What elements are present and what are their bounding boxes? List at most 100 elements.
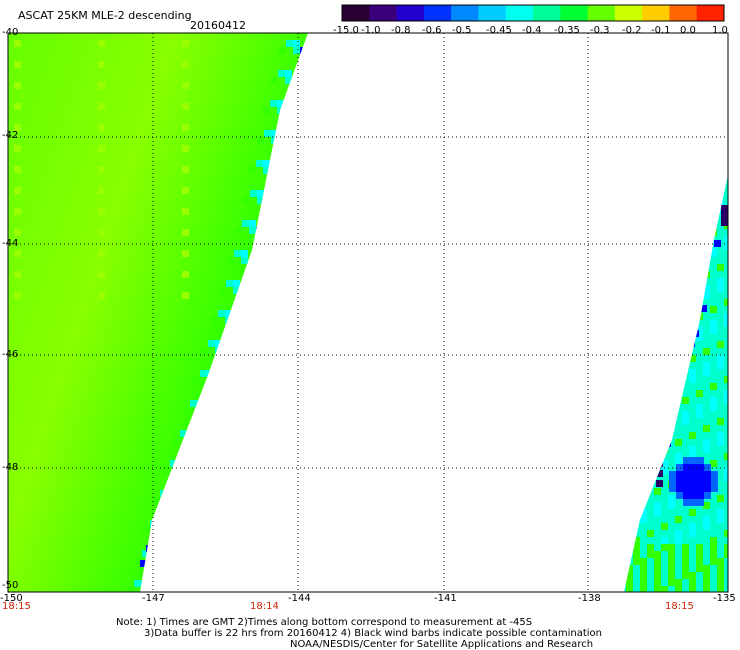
wind-cell — [724, 306, 728, 313]
wind-cell — [703, 250, 710, 257]
wind-cell — [640, 278, 647, 285]
wind-cell — [661, 418, 668, 425]
wind-cell — [717, 544, 724, 551]
wind-cell — [683, 471, 690, 478]
wind-cell — [654, 208, 661, 215]
wind-cell — [640, 376, 647, 383]
wind-cell — [696, 383, 703, 390]
wind-cell — [668, 516, 675, 523]
wind-cell — [647, 320, 654, 327]
wind-cell — [675, 285, 682, 292]
wind-cell — [626, 558, 633, 565]
colorbar-segment — [669, 5, 698, 21]
wind-cell — [14, 82, 21, 89]
wind-cell — [675, 397, 682, 404]
wind-cell — [661, 446, 668, 453]
wind-cell — [689, 313, 696, 320]
wind-cell — [654, 418, 661, 425]
wind-cell — [675, 208, 682, 215]
wind-cell — [633, 355, 640, 362]
wind-cell — [717, 334, 724, 341]
wind-cell — [640, 439, 647, 446]
wind-cell — [227, 257, 234, 264]
wind-cell — [703, 292, 710, 299]
wind-cell — [640, 516, 647, 523]
wind-cell — [710, 404, 717, 411]
wind-cell — [724, 488, 728, 495]
wind-cell — [654, 474, 661, 481]
wind-cell — [675, 278, 682, 285]
wind-cell — [182, 271, 189, 278]
wind-cell — [633, 586, 640, 592]
wind-cell — [675, 355, 682, 362]
wind-cell — [654, 446, 661, 453]
wind-cell — [690, 485, 697, 492]
wind-cell — [633, 537, 640, 544]
wind-cell — [689, 551, 696, 558]
wind-cell — [710, 271, 717, 278]
wind-cell — [633, 432, 640, 439]
wind-cell — [711, 478, 718, 485]
wind-cell — [668, 355, 675, 362]
wind-cell — [703, 397, 710, 404]
wind-cell — [633, 460, 640, 467]
wind-cell — [640, 236, 647, 243]
wind-cell — [724, 481, 728, 488]
wind-cell — [647, 180, 654, 187]
wind-cell — [633, 180, 640, 187]
wind-cell — [724, 516, 728, 523]
wind-cell — [654, 257, 661, 264]
wind-cell — [675, 509, 682, 516]
wind-cell — [689, 418, 696, 425]
wind-cell — [703, 271, 710, 278]
wind-cell — [285, 70, 292, 77]
wind-cell — [98, 145, 105, 152]
wind-cell — [654, 355, 661, 362]
wind-cell — [293, 40, 300, 47]
wind-cell — [190, 400, 197, 407]
wind-cell — [233, 280, 240, 287]
colorbar-segment — [587, 5, 616, 21]
wind-cell — [243, 197, 250, 204]
colorbar-label: -0.45 — [486, 25, 512, 36]
wind-cell — [703, 215, 710, 222]
wind-cell — [703, 313, 710, 320]
wind-cell — [182, 250, 189, 257]
wind-cell — [271, 77, 278, 84]
wind-cell — [661, 523, 668, 530]
colorbar-label: -0.1 — [651, 25, 671, 36]
wind-cell — [704, 471, 711, 478]
wind-cell — [633, 362, 640, 369]
wind-cell — [696, 187, 703, 194]
wind-cell — [710, 243, 717, 250]
wind-cell — [278, 70, 285, 77]
colorbar-label: -0.3 — [590, 25, 610, 36]
wind-cell — [703, 509, 710, 516]
wind-cell — [689, 180, 696, 187]
wind-cell — [682, 579, 689, 586]
wind-cell — [626, 341, 633, 348]
wind-cell — [640, 383, 647, 390]
wind-cell — [710, 509, 717, 516]
wind-cell — [682, 432, 689, 439]
wind-cell — [647, 530, 654, 537]
wind-cell — [249, 227, 256, 234]
wind-cell — [689, 187, 696, 194]
wind-cell — [633, 215, 640, 222]
wind-cell — [703, 537, 710, 544]
wind-cell — [724, 467, 728, 474]
wind-cell — [724, 404, 728, 411]
wind-cell — [257, 137, 264, 144]
colorbar-segment — [614, 5, 643, 21]
wind-cell — [682, 327, 689, 334]
wind-cell — [633, 187, 640, 194]
wind-cell — [668, 495, 675, 502]
wind-cell — [661, 404, 668, 411]
wind-cell — [626, 348, 633, 355]
wind-cell — [675, 411, 682, 418]
wind-cell — [647, 488, 654, 495]
wind-cell — [710, 572, 717, 579]
wind-cell — [703, 278, 710, 285]
wind-cell — [170, 460, 177, 467]
wind-cell — [654, 292, 661, 299]
